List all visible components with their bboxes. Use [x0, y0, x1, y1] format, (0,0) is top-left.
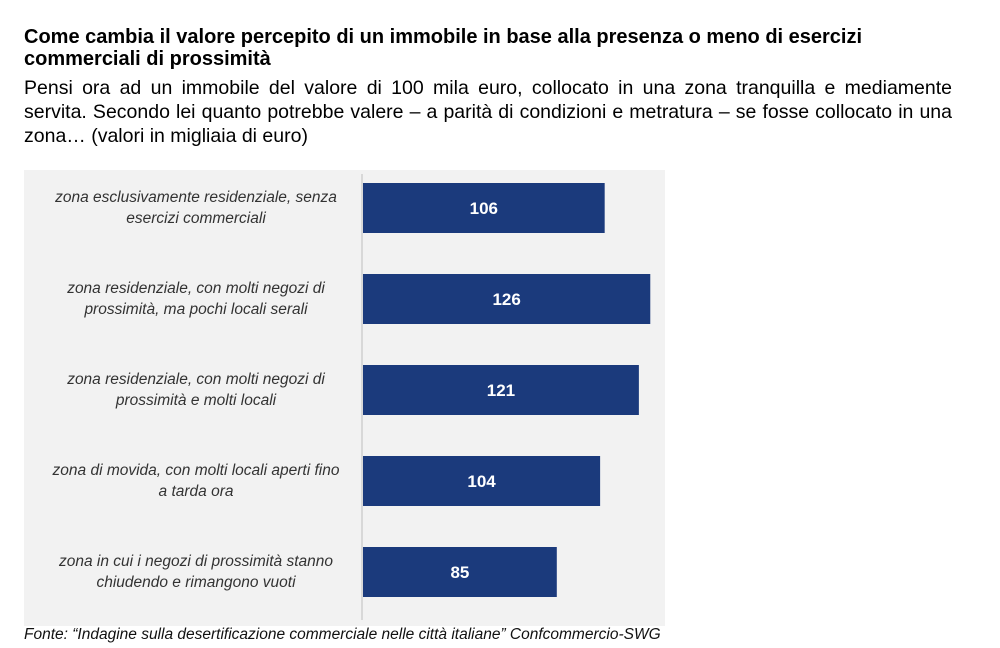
chart-title: Come cambia il valore percepito di un im… [24, 26, 863, 70]
bar-value-label-4: 104 [467, 472, 496, 491]
category-label-3: zona residenziale, con molti negozi di pr… [66, 371, 325, 409]
source-note: Fonte: “Indagine sulla desertificazione … [24, 626, 661, 643]
bar-value-label-3: 121 [487, 381, 515, 400]
bar-3 [363, 365, 639, 415]
category-label-5: zona in cui i negozi di prossimità stann… [58, 553, 333, 591]
category-label-2: zona residenziale, con molti negozi di pr… [66, 280, 325, 318]
bar-value-label-2: 126 [492, 290, 520, 309]
bar-chart: 106 zona esclusivamente residenziale, sen… [52, 174, 651, 620]
bar-5 [363, 547, 557, 597]
bar-value-label-1: 106 [470, 199, 498, 218]
bar-4 [363, 456, 601, 506]
chart-panel: 106 zona esclusivamente residenziale, sen… [24, 170, 665, 626]
category-label-4: zona di movida, con molti locali aperti … [52, 462, 340, 500]
bar-value-label-5: 85 [450, 563, 469, 582]
category-label-1: zona esclusivamente residenziale, senza e… [54, 189, 337, 227]
bar-2 [363, 274, 651, 324]
chart-subtitle: Pensi ora ad un immobile del valore di 1… [24, 77, 952, 147]
bar-1 [363, 183, 605, 233]
